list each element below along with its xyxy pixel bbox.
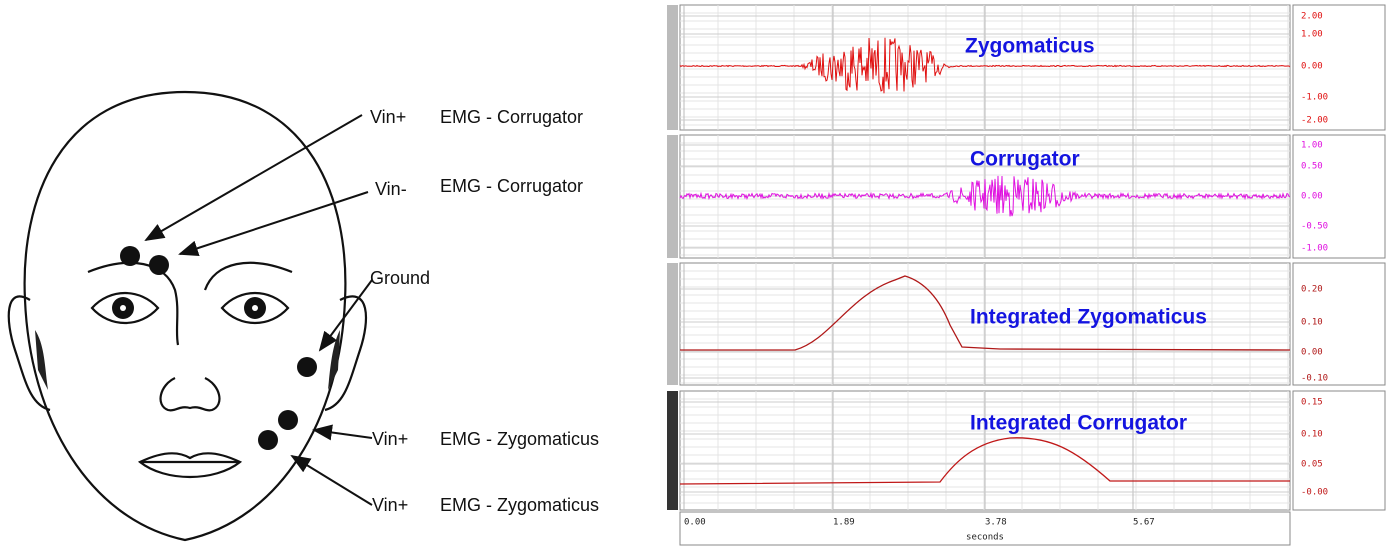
scale-label: -2.00 [1301, 116, 1328, 126]
scale-label: -1.00 [1301, 244, 1328, 254]
signal-trace [680, 275, 1291, 351]
arrows [144, 114, 373, 506]
signal-trace [679, 37, 1291, 94]
scale-label: 2.00 [1301, 12, 1323, 22]
scale-label: 1.00 [1301, 30, 1323, 40]
label-text: EMG - Corrugator [440, 107, 583, 127]
panel-title: Integrated Corrugator [970, 412, 1187, 435]
electrode [278, 410, 298, 430]
scale-label: 1.00 [1301, 141, 1323, 151]
electrodes [120, 246, 317, 450]
scale-box [1292, 390, 1386, 511]
head [23, 90, 347, 542]
scale-label: 0.05 [1301, 460, 1323, 470]
scale-label: 0.15 [1301, 398, 1323, 408]
panel-title: Integrated Zygomaticus [970, 306, 1207, 329]
panel-title: Zygomaticus [965, 35, 1095, 58]
label-prefix: Vin+ [370, 107, 406, 127]
time-tick-label: 3.78 [985, 518, 1007, 528]
electrode [258, 430, 278, 450]
arrow [318, 279, 373, 352]
scale-box [1292, 134, 1386, 259]
left-pupil-light [120, 305, 126, 311]
left-brow [87, 261, 180, 346]
right-pupil-light [252, 305, 258, 311]
scale-label: -0.10 [1301, 374, 1328, 384]
scale-label: 0.20 [1301, 285, 1323, 295]
electrode [149, 255, 169, 275]
scale-label: 0.10 [1301, 318, 1323, 328]
panel-handle [667, 263, 678, 385]
time-axis [679, 511, 1291, 546]
arrow [290, 454, 373, 506]
scale-label: 0.00 [1301, 348, 1323, 358]
arrow [312, 424, 373, 441]
arrow [144, 114, 363, 242]
label-prefix: Vin+ [372, 429, 408, 449]
label-prefix: Vin- [375, 179, 407, 199]
nose [159, 377, 221, 412]
time-tick-label: 1.89 [833, 518, 855, 528]
panel-handle [667, 135, 678, 258]
time-tick-label: 0.00 [684, 518, 706, 528]
scale-label: 0.50 [1301, 162, 1323, 172]
scale-label: -1.00 [1301, 93, 1328, 103]
right-ear-shade [328, 330, 340, 390]
electrode [297, 357, 317, 377]
label-text: Ground [370, 268, 430, 288]
signal-trace [679, 175, 1291, 217]
signal-trace [679, 437, 1290, 485]
face-diagram: Vin+ EMG - Corrugator Vin- EMG - Corruga… [7, 90, 599, 542]
arrow [178, 191, 369, 256]
label-text: EMG - Corrugator [440, 176, 583, 196]
right-eye [220, 291, 290, 325]
left-eye [90, 291, 160, 325]
time-tick-label: 5.67 [1133, 518, 1155, 528]
scale-label: -0.50 [1301, 222, 1328, 232]
scale-label: 0.00 [1301, 62, 1323, 72]
time-axis-label: seconds [966, 533, 1004, 543]
scale-box [1292, 4, 1386, 131]
scale-label: -0.00 [1301, 488, 1328, 498]
left-ear-shade [35, 330, 48, 390]
right-brow [203, 261, 293, 291]
label-text: EMG - Zygomaticus [440, 495, 599, 515]
electrode [120, 246, 140, 266]
emg-recording: 2.00 1.00 0.00 -1.00 -2.00 Zygomaticus 1.00 0.5… [667, 4, 1386, 546]
panel-title: Corrugator [970, 148, 1080, 171]
panel-handle [667, 391, 678, 510]
right-ear [324, 295, 368, 412]
scale-label: 0.10 [1301, 430, 1323, 440]
panel-handle [667, 5, 678, 130]
left-ear [7, 295, 51, 412]
lips [137, 452, 243, 478]
label-text: EMG - Zygomaticus [440, 429, 599, 449]
scale-box [1292, 262, 1386, 386]
scale-label: 0.00 [1301, 192, 1323, 202]
label-prefix: Vin+ [372, 495, 408, 515]
